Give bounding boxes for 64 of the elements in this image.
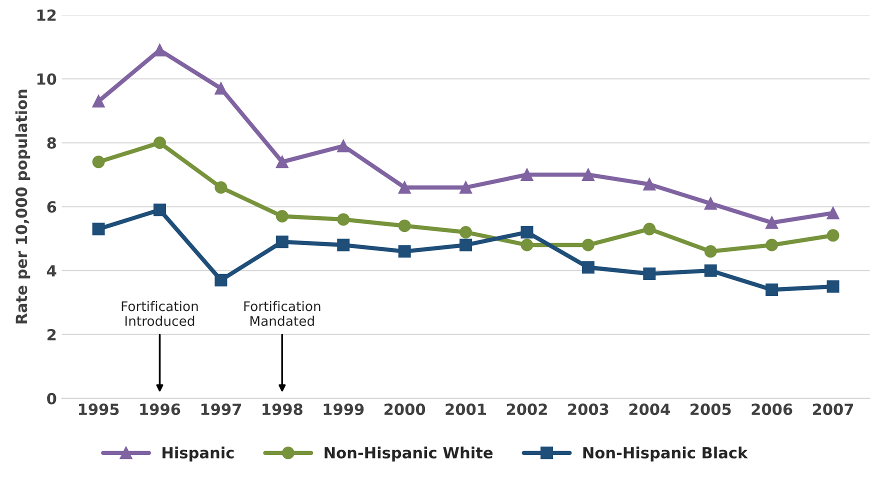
x-tick-label: 2005 [690,404,731,416]
point [582,238,594,252]
point [460,226,472,238]
point [766,216,778,229]
y-tick-label: 10 [37,73,56,85]
point [520,226,534,238]
annotation: Fortification Introduced [122,300,198,326]
point [460,238,472,252]
x-tick-label: 1998 [262,404,302,416]
point [643,268,656,280]
y-tick-label: 12 [37,9,56,21]
point [276,210,288,223]
point [337,238,350,252]
x-tick-label: 2000 [384,404,426,416]
x-tick-label: 2001 [446,404,486,416]
x-tick-label: 1997 [201,404,241,416]
point [92,94,105,108]
x-tick-label: 1996 [140,404,180,416]
legend-label: Non-Hispanic White [324,446,493,462]
point [704,264,717,277]
y-tick-label: 4 [47,265,56,276]
point [643,222,656,236]
y-tick-label: 6 [47,201,56,213]
annotation: Fortification Mandated [244,300,320,326]
x-tick-label: 2007 [812,404,854,416]
point [337,213,350,226]
point [520,168,534,181]
y-tick-label: 8 [47,137,56,149]
point [214,181,228,194]
point [704,197,717,210]
point [766,238,778,252]
point [643,178,656,191]
point [276,156,288,168]
point [214,274,228,286]
y-axis-title: Rate per 10,000 population [15,90,30,324]
y-tick-label: 0 [47,392,56,404]
point [582,168,594,181]
x-tick-label: 2006 [752,404,792,416]
point [92,156,105,168]
x-tick-label: 2002 [506,404,547,416]
point [460,181,472,194]
point [826,229,840,242]
legend-label: Non-Hispanic Black [583,446,748,462]
point [92,222,105,236]
point [153,204,166,216]
point [337,140,350,152]
x-tick-label: 1995 [79,404,119,416]
x-tick-label: 2003 [568,404,608,416]
point [704,245,717,258]
point [398,245,411,258]
y-tick-label: 2 [48,328,56,340]
point [398,181,411,194]
point [520,238,534,252]
point [826,280,840,293]
point [153,136,166,150]
point [276,236,288,248]
point [214,82,228,95]
point [398,220,411,232]
point [766,284,778,296]
x-tick-label: 1999 [324,404,364,416]
x-tick-label: 2004 [629,404,670,416]
legend-label: Hispanic [162,446,234,462]
point [826,206,840,220]
point [582,261,594,274]
